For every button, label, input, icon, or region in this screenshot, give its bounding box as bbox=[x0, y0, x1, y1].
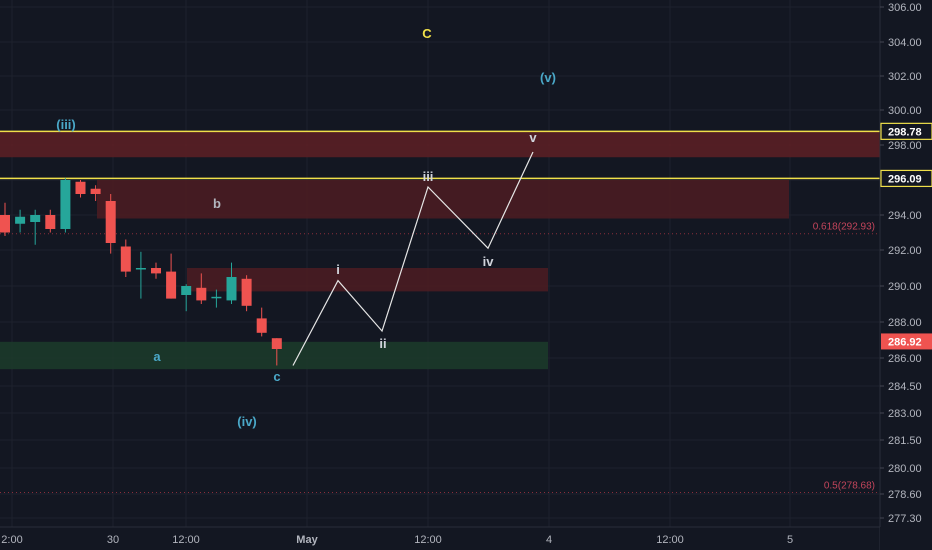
price-tick-label-1: 304.00 bbox=[888, 37, 922, 49]
time-tick-label-2: 12:00 bbox=[172, 534, 200, 546]
candle-body-13 bbox=[196, 287, 207, 301]
candle-body-2 bbox=[30, 215, 41, 222]
candle-body-3 bbox=[45, 215, 56, 229]
candle-body-1 bbox=[15, 216, 26, 224]
price-tick-label-9: 288.00 bbox=[888, 317, 922, 329]
price-axis[interactable]: 306.00304.00302.00300.00298.00296.00294.… bbox=[879, 0, 932, 550]
price-tick-label-2: 302.00 bbox=[888, 71, 922, 83]
candle-body-18 bbox=[271, 338, 282, 349]
wave-label-4: iii bbox=[423, 169, 434, 184]
time-tick-label-7: 5 bbox=[787, 534, 793, 546]
candle-body-4 bbox=[60, 180, 71, 229]
candle-body-16 bbox=[241, 278, 252, 306]
candle-body-7 bbox=[105, 201, 116, 243]
wave-label-5: b bbox=[213, 196, 221, 211]
price-badge-2: 286.92 bbox=[881, 333, 932, 350]
wave-label-10: c bbox=[273, 369, 280, 384]
time-axis[interactable]: 2:00 30 12:00 May 12:00 4 12:00 5 bbox=[0, 526, 932, 550]
price-tick-label-12: 283.00 bbox=[888, 408, 922, 420]
candle-body-8 bbox=[120, 246, 131, 272]
candle-body-9 bbox=[135, 268, 146, 270]
b-red-zone bbox=[97, 180, 789, 219]
candle-body-5 bbox=[75, 181, 86, 194]
price-badge-label-0: 298.78 bbox=[888, 126, 922, 138]
time-tick-label-0: 2:00 bbox=[1, 534, 22, 546]
candle-body-10 bbox=[151, 268, 161, 274]
price-tick-label-11: 284.50 bbox=[888, 381, 922, 393]
price-tick-label-15: 278.60 bbox=[888, 489, 922, 501]
time-tick-label-4: 12:00 bbox=[414, 534, 442, 546]
candle-body-12 bbox=[181, 286, 192, 295]
projection-layer bbox=[292, 151, 534, 366]
price-tick-label-6: 294.00 bbox=[888, 210, 922, 222]
wave-label-2: (iii) bbox=[56, 117, 76, 132]
wave-label-0: C bbox=[422, 26, 432, 41]
projection-path bbox=[292, 151, 534, 366]
fib-label-0: 0.618(292.93) bbox=[813, 222, 875, 233]
zones-layer bbox=[0, 131, 880, 370]
fib-label-1: 0.5(278.68) bbox=[824, 481, 875, 492]
candle-body-15 bbox=[226, 277, 237, 301]
fib-lines-layer: 0.618(292.93) 0.5(278.68) bbox=[0, 222, 880, 494]
candle-body-6 bbox=[90, 188, 101, 194]
horizontal-lines-layer bbox=[0, 130, 880, 180]
candle-body-11 bbox=[166, 271, 177, 299]
price-tick-label-14: 280.00 bbox=[888, 463, 922, 475]
price-tick-label-3: 300.00 bbox=[888, 105, 922, 117]
price-axis-background bbox=[880, 0, 932, 550]
price-tick-label-0: 306.00 bbox=[888, 2, 922, 14]
price-tick-label-10: 286.00 bbox=[888, 353, 922, 365]
price-badge-frame-0 bbox=[880, 122, 932, 140]
wave-label-9: a bbox=[153, 349, 161, 364]
wave-label-11: (iv) bbox=[237, 414, 257, 429]
price-tick-label-4: 298.00 bbox=[888, 140, 922, 152]
candle-body-17 bbox=[256, 318, 267, 333]
wave-label-1: (v) bbox=[540, 70, 556, 85]
axis-corner bbox=[880, 527, 932, 550]
price-badge-frame-1 bbox=[880, 169, 932, 188]
price-badge-0: 298.78 bbox=[880, 122, 932, 140]
price-tick-label-13: 281.50 bbox=[888, 435, 922, 447]
wave-label-8: ii bbox=[379, 336, 386, 351]
price-tick-label-8: 290.00 bbox=[888, 281, 922, 293]
time-tick-label-1: 30 bbox=[107, 534, 119, 546]
time-tick-label-5: 4 bbox=[546, 534, 552, 546]
candle-body-0 bbox=[0, 215, 10, 233]
time-tick-label-6: 12:00 bbox=[656, 534, 684, 546]
price-tick-label-7: 292.00 bbox=[888, 245, 922, 257]
price-badge-frame-2 bbox=[881, 333, 932, 350]
price-tick-label-16: 277.30 bbox=[888, 513, 922, 525]
price-badge-1: 296.09 bbox=[880, 169, 932, 188]
time-tick-label-3: May bbox=[296, 534, 318, 546]
candle-body-14 bbox=[211, 296, 222, 299]
wave-label-7: i bbox=[336, 262, 340, 277]
candles-layer bbox=[0, 178, 282, 366]
price-badge-label-1: 296.09 bbox=[888, 173, 922, 185]
upper-red-zone bbox=[0, 131, 880, 158]
price-badge-label-2: 286.92 bbox=[888, 336, 922, 348]
wave-label-3: v bbox=[529, 130, 537, 145]
wave-label-6: iv bbox=[483, 254, 495, 269]
mid-red-zone bbox=[187, 268, 548, 292]
